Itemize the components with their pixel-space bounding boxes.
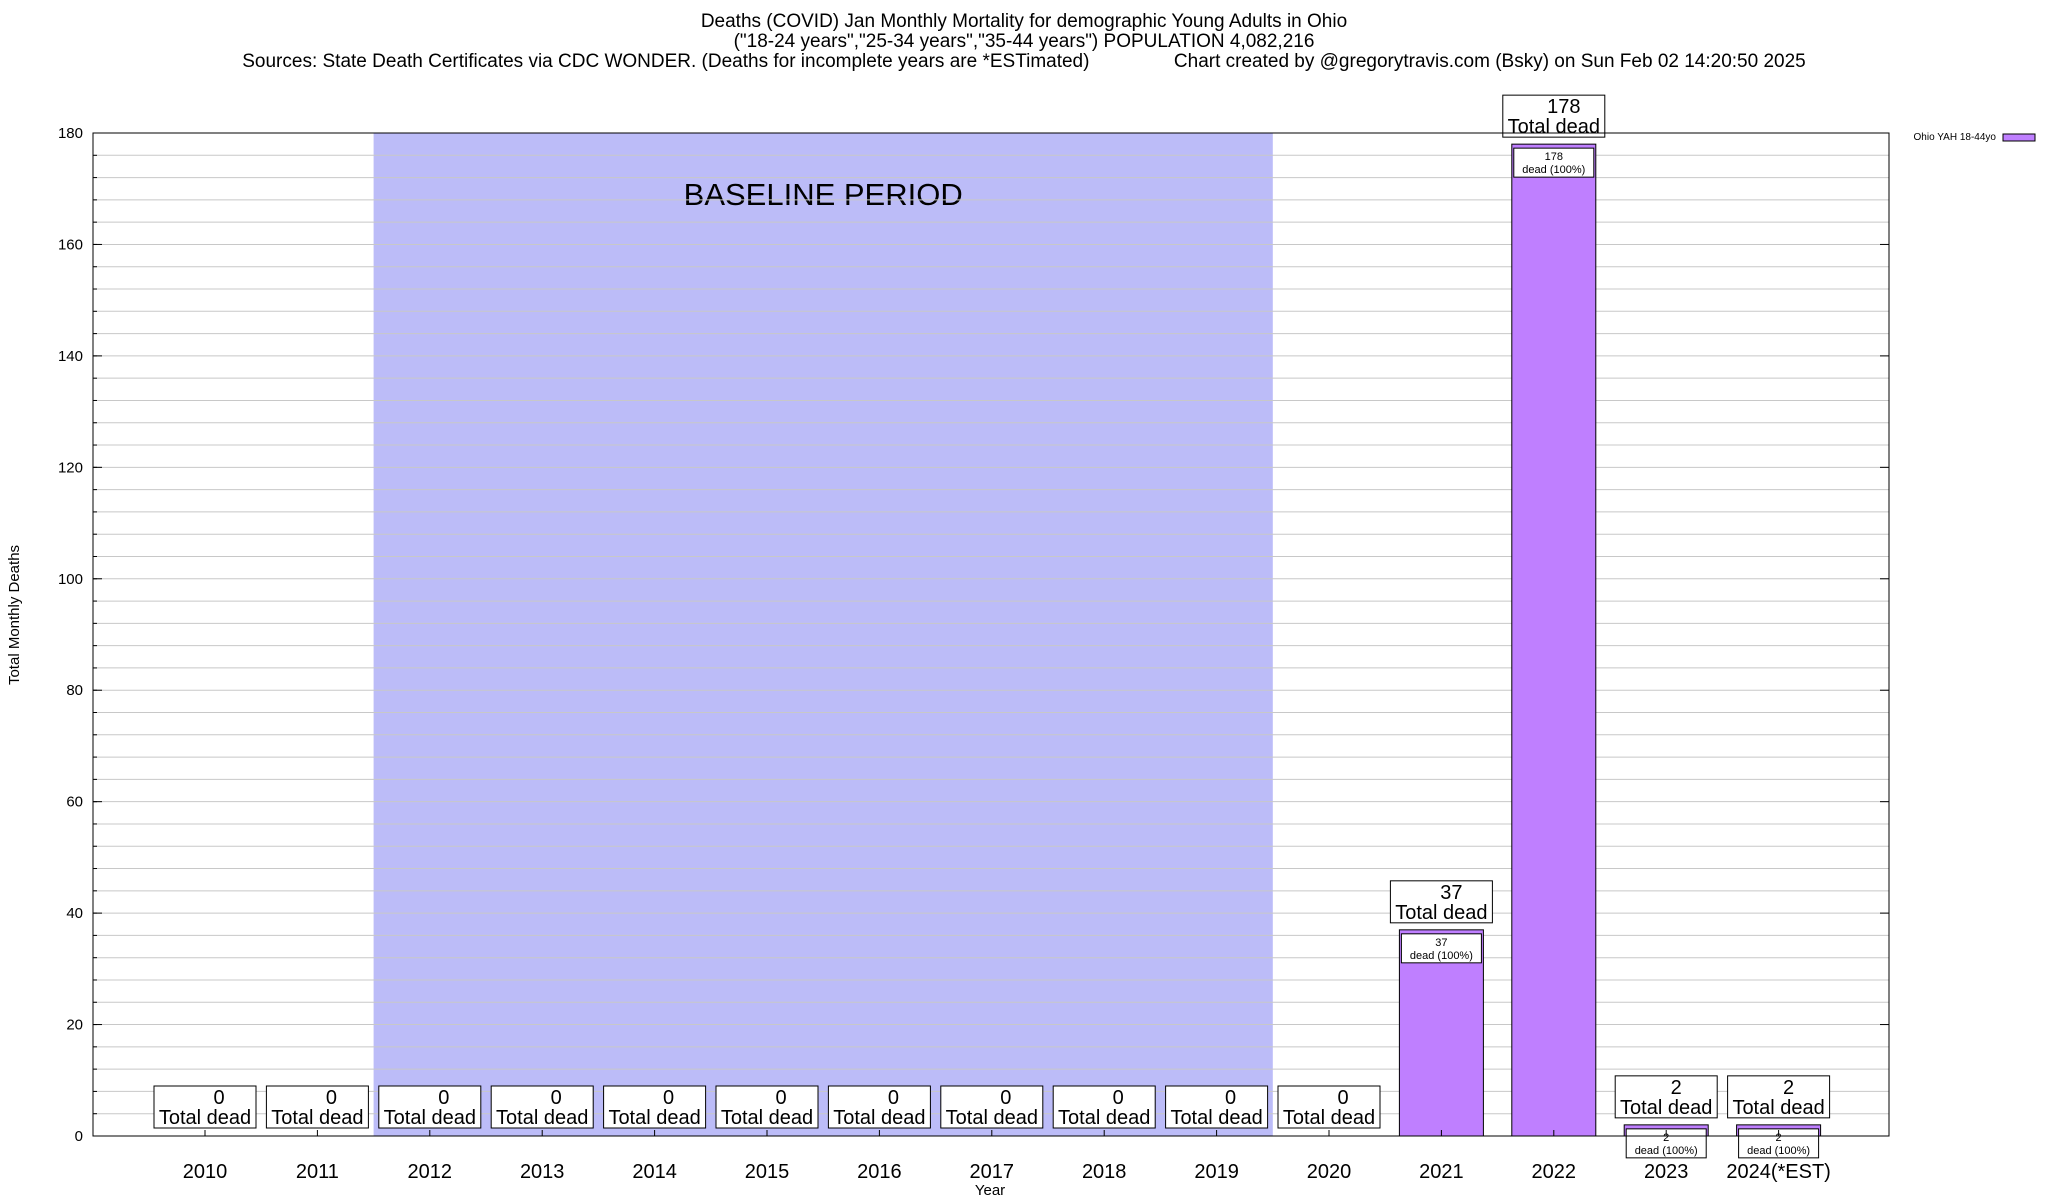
total-label-box <box>1727 1075 1831 1119</box>
total-label-box <box>490 1085 594 1129</box>
inner-label-value: 2 <box>1663 1132 1669 1144</box>
total-label-value: 0 <box>551 1087 562 1109</box>
total-label-caption: Total dead <box>946 1107 1038 1129</box>
legend-label: Ohio YAH 18-44yo <box>1914 132 1997 143</box>
total-label-caption: Total dead <box>1732 1097 1824 1119</box>
total-label-box <box>827 1085 931 1129</box>
legend: Ohio YAH 18-44yo <box>1914 132 2036 143</box>
total-label-value: 0 <box>1225 1087 1236 1109</box>
total-label-box <box>1389 880 1493 924</box>
x-tick-label: 2014 <box>632 1161 677 1183</box>
total-label-caption: Total dead <box>833 1107 925 1129</box>
total-label-caption: Total dead <box>271 1107 363 1129</box>
total-label-box <box>1502 94 1606 138</box>
total-label-box <box>265 1085 369 1129</box>
total-label-value: 0 <box>1000 1087 1011 1109</box>
total-label-box <box>378 1085 482 1129</box>
total-label-caption: Total dead <box>384 1107 476 1129</box>
total-label-box <box>153 1085 257 1129</box>
bars <box>201 143 1822 1137</box>
x-tick-label: 2020 <box>1307 1161 1352 1183</box>
total-label-value: 37 <box>1440 882 1462 904</box>
baseline-band-layer: BASELINE PERIOD <box>373 133 1273 1136</box>
inner-label-caption: dead (100%) <box>1635 1145 1698 1157</box>
x-tick-label: 2023 <box>1644 1161 1689 1183</box>
legend-swatch <box>2002 133 2036 142</box>
inner-label-box <box>1513 147 1595 178</box>
inner-label-value: 37 <box>1435 937 1447 949</box>
x-axis-label: Year <box>975 1182 1005 1199</box>
y-tick-label: 140 <box>58 348 83 365</box>
chart-source-line: Sources: State Death Certificates via CD… <box>242 51 1806 72</box>
y-tick-label: 60 <box>66 794 83 811</box>
total-label-caption: Total dead <box>721 1107 813 1129</box>
total-label-caption: Total dead <box>1395 902 1487 924</box>
x-tick-label: 2019 <box>1194 1161 1239 1183</box>
x-tick-label: 2012 <box>408 1161 453 1183</box>
x-tick-label: 2018 <box>1082 1161 1127 1183</box>
y-axis-label: Total Monthly Deaths <box>6 545 23 685</box>
y-tick-label: 100 <box>58 571 83 588</box>
inner-label-value: 2 <box>1776 1132 1782 1144</box>
total-label-caption: Total dead <box>1058 1107 1150 1129</box>
x-tick-label: 2016 <box>857 1161 902 1183</box>
total-label-value: 0 <box>1337 1087 1348 1109</box>
x-tick-label: 2021 <box>1419 1161 1464 1183</box>
x-tick-label: 2010 <box>183 1161 228 1183</box>
x-tick-label: 2011 <box>296 1161 339 1183</box>
inner-label-caption: dead (100%) <box>1747 1145 1810 1157</box>
total-label-caption: Total dead <box>608 1107 700 1129</box>
y-tick-label: 0 <box>75 1128 83 1145</box>
total-label-value: 178 <box>1547 96 1580 118</box>
x-tick-label: 2015 <box>745 1161 790 1183</box>
total-label-box <box>1052 1085 1156 1129</box>
total-label-caption: Total dead <box>1170 1107 1262 1129</box>
total-label-value: 0 <box>888 1087 899 1109</box>
plot-frame <box>92 132 1890 1137</box>
total-label-box <box>603 1085 707 1129</box>
total-label-box <box>715 1085 819 1129</box>
total-label-box <box>1614 1075 1718 1119</box>
inner-label-box <box>1400 933 1482 964</box>
inner-label-caption: dead (100%) <box>1522 164 1585 176</box>
y-tick-label: 120 <box>58 459 83 476</box>
total-label-caption: Total dead <box>1620 1097 1712 1119</box>
total-label-box <box>940 1085 1044 1129</box>
total-label-value: 0 <box>326 1087 337 1109</box>
inner-label-caption: dead (100%) <box>1410 950 1473 962</box>
total-label-value: 0 <box>1113 1087 1124 1109</box>
inner-label-value: 178 <box>1545 151 1563 163</box>
total-label-caption: Total dead <box>159 1107 251 1129</box>
total-label-value: 0 <box>438 1087 449 1109</box>
baseline-period-band <box>373 133 1273 1136</box>
total-label-caption: Total dead <box>496 1107 588 1129</box>
y-tick-label: 40 <box>66 905 83 922</box>
total-label-box <box>1277 1085 1381 1129</box>
total-label-caption: Total dead <box>1508 116 1600 138</box>
x-tick-label: 2024(*EST) <box>1726 1161 1831 1183</box>
total-label-value: 2 <box>1783 1077 1794 1099</box>
total-label-value: 0 <box>213 1087 224 1109</box>
chart-title-block: Deaths (COVID) Jan Monthly Mortality for… <box>0 12 2048 72</box>
chart-title: Deaths (COVID) Jan Monthly Mortality for… <box>700 11 1348 32</box>
y-tick-label: 20 <box>66 1017 83 1034</box>
total-label-caption: Total dead <box>1283 1107 1375 1129</box>
bar <box>1398 929 1484 1137</box>
total-label-value: 0 <box>775 1087 786 1109</box>
y-tick-label: 180 <box>58 125 83 142</box>
y-tick-label: 160 <box>58 236 83 253</box>
x-tick-label: 2017 <box>970 1161 1015 1183</box>
total-label-value: 0 <box>663 1087 674 1109</box>
total-label-box <box>1165 1085 1269 1129</box>
bar <box>1511 143 1597 1137</box>
total-label-value: 2 <box>1671 1077 1682 1099</box>
baseline-period-label: BASELINE PERIOD <box>684 177 963 212</box>
chart-subtitle: ("18-24 years","25-34 years","35-44 year… <box>733 31 1315 52</box>
x-tick-label: 2013 <box>520 1161 565 1183</box>
x-tick-label: 2022 <box>1532 1161 1577 1183</box>
y-tick-label: 80 <box>66 682 83 699</box>
